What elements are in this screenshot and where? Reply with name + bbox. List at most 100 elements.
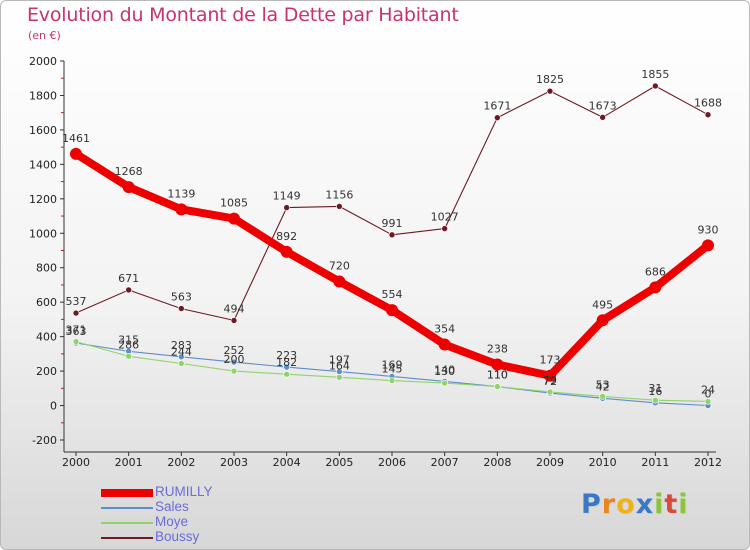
data-label-boussy: 1156	[325, 188, 353, 201]
y-tick-label: 2000	[29, 55, 57, 68]
data-label-moye: 164	[329, 359, 350, 372]
legend-swatch	[101, 522, 153, 524]
data-label-sales: 283	[171, 339, 192, 352]
chart-subtitle: (en €)	[28, 29, 61, 42]
data-point-boussy	[230, 317, 238, 324]
data-point-moye	[441, 379, 448, 387]
x-tick-label: 2000	[62, 456, 90, 469]
x-tick-label: 2003	[220, 456, 248, 469]
x-tick-label: 2006	[378, 456, 406, 469]
logo-letter: o	[616, 489, 636, 520]
logo-letter: t	[664, 489, 679, 520]
data-point-rumilly	[386, 304, 398, 317]
data-label-sales: 252	[224, 344, 245, 357]
data-label-moye: 130	[434, 365, 455, 378]
chart-legend: RUMILLY Sales Moye Boussy	[101, 484, 281, 545]
legend-swatch	[101, 489, 153, 497]
data-label-boussy: 1688	[694, 97, 722, 110]
data-label-boussy: 1855	[641, 68, 669, 81]
data-point-moye	[178, 360, 185, 367]
data-point-moye	[72, 338, 80, 345]
data-label-boussy: 991	[382, 217, 403, 230]
data-label-boussy: 563	[171, 291, 192, 304]
y-tick-label: 200	[36, 365, 57, 378]
data-point-moye	[704, 398, 712, 405]
data-point-rumilly	[280, 245, 293, 258]
data-point-moye	[230, 367, 238, 375]
data-label-boussy: 1825	[536, 73, 564, 86]
data-label-moye: 79	[543, 374, 557, 387]
legend-item-moye: Moye	[101, 514, 281, 530]
data-point-moye	[546, 388, 554, 396]
data-label-boussy: 1671	[483, 100, 511, 113]
data-point-boussy	[704, 111, 712, 119]
data-label-rumilly: 1139	[167, 187, 195, 200]
data-point-boussy	[388, 231, 396, 239]
data-label-sales: 197	[329, 354, 350, 367]
legend-label: Moye	[155, 514, 189, 529]
data-point-sales	[230, 358, 238, 366]
data-point-rumilly	[491, 358, 504, 371]
data-point-moye	[599, 393, 606, 400]
data-label-rumilly: 1085	[220, 197, 248, 210]
x-tick-label: 2008	[483, 456, 511, 469]
data-point-moye	[388, 377, 396, 384]
legend-item-sales: Sales	[101, 499, 281, 515]
legend-label: Boussy	[155, 529, 200, 544]
data-label-boussy: 671	[118, 272, 139, 285]
data-point-sales	[178, 353, 185, 361]
y-tick-label: 400	[36, 331, 57, 344]
data-point-rumilly	[333, 275, 346, 288]
data-point-moye	[125, 352, 132, 360]
data-label-sales: 140	[434, 363, 455, 376]
x-tick-label: 2009	[536, 456, 564, 469]
data-label-moye: 110	[487, 369, 508, 382]
logo-letter: i	[654, 489, 665, 520]
data-point-boussy	[441, 225, 448, 232]
data-label-rumilly: 930	[698, 223, 719, 236]
legend-item-boussy: Boussy	[101, 529, 281, 545]
x-tick-label: 2002	[167, 456, 195, 469]
data-point-boussy	[336, 203, 343, 210]
x-tick-label: 2012	[694, 456, 722, 469]
data-label-moye: 286	[118, 338, 139, 351]
data-label-rumilly: 354	[434, 323, 455, 336]
x-tick-label: 2005	[325, 456, 353, 469]
data-point-rumilly	[596, 314, 609, 327]
data-label-boussy: 537	[66, 295, 87, 308]
y-tick-label: 600	[36, 296, 57, 309]
data-label-rumilly: 720	[329, 260, 350, 273]
data-label-sales: 315	[118, 333, 139, 346]
y-tick-label: 1800	[29, 89, 57, 102]
y-tick-label: 800	[36, 262, 57, 275]
legend-swatch	[101, 537, 153, 539]
data-label-sales: 169	[382, 358, 403, 371]
data-point-rumilly	[175, 203, 188, 216]
data-point-rumilly	[702, 239, 714, 252]
data-label-sales: 363	[66, 325, 87, 338]
legend-label: Sales	[155, 499, 189, 514]
data-point-rumilly	[649, 281, 662, 294]
logo-letter: i	[678, 489, 689, 520]
data-label-boussy: 1027	[431, 211, 459, 224]
data-label-rumilly: 1461	[62, 132, 90, 145]
data-point-moye	[652, 396, 659, 404]
x-tick-label: 2011	[641, 456, 669, 469]
y-tick-label: -200	[32, 434, 57, 447]
data-point-rumilly	[70, 147, 82, 160]
data-label-moye: 53	[596, 378, 610, 391]
data-label-moye: 200	[224, 353, 245, 366]
y-tick-label: 1600	[29, 124, 57, 137]
data-point-sales	[283, 363, 290, 371]
data-point-boussy	[125, 286, 132, 294]
x-tick-label: 2010	[589, 456, 617, 469]
data-label-sales: 110	[487, 369, 508, 382]
data-label-sales: 0	[705, 388, 712, 401]
chart-title: Evolution du Montant de la Dette par Hab…	[27, 4, 459, 26]
data-label-rumilly: 554	[382, 288, 403, 301]
y-tick-label: 1400	[29, 158, 57, 171]
data-point-boussy	[599, 114, 606, 121]
data-point-boussy	[652, 82, 659, 90]
data-point-rumilly	[438, 338, 451, 351]
